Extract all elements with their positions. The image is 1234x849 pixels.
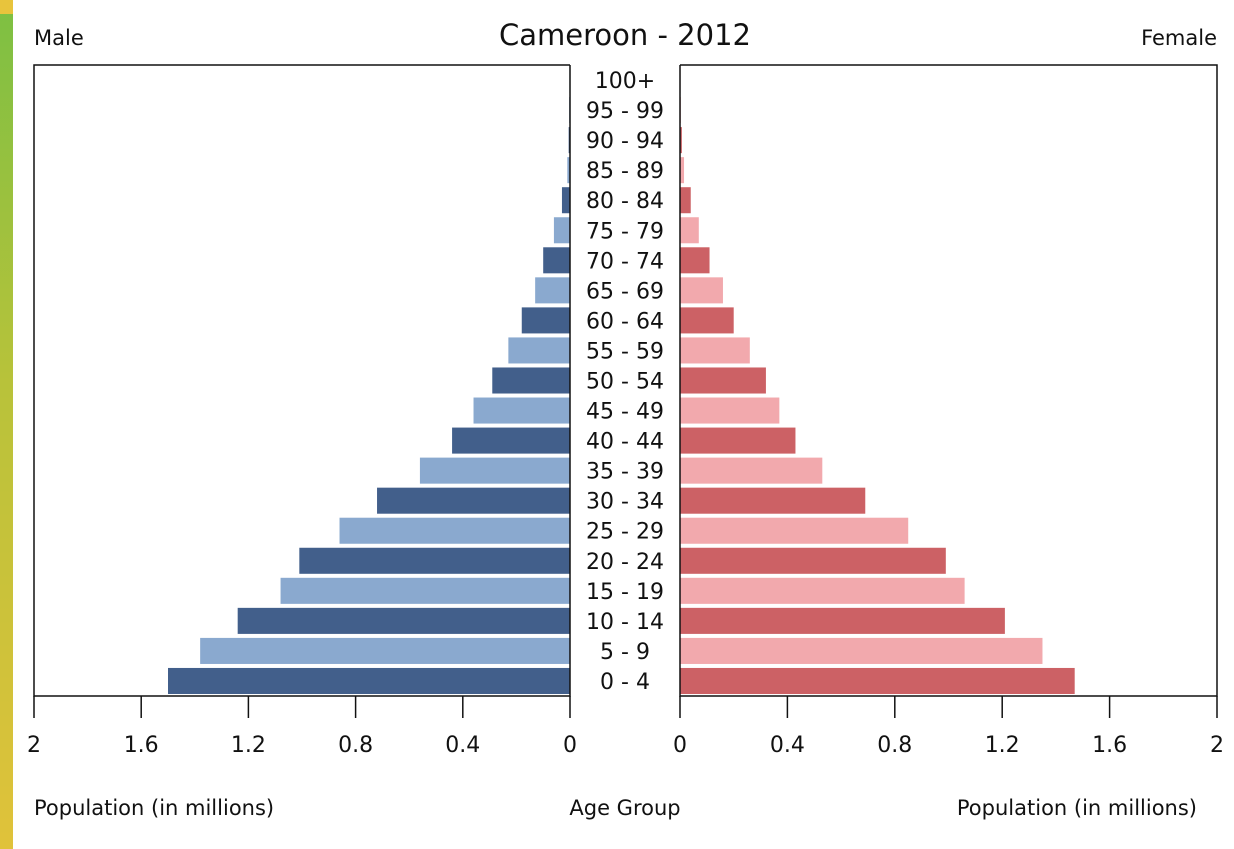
- age-group-label: 95 - 99: [586, 99, 664, 124]
- age-group-label: 85 - 89: [586, 159, 664, 184]
- female-bar: [680, 307, 734, 333]
- male-bar: [474, 398, 570, 424]
- population-pyramid-chart: 0 - 4 5 - 9 10 - 14 15 - 19 20 - 24 25 - 29 30…: [13, 0, 1234, 849]
- male-bar: [168, 668, 570, 694]
- male-bar: [299, 548, 570, 574]
- female-bar: [680, 187, 691, 213]
- x-tick-label: 0: [673, 733, 687, 758]
- female-bar: [680, 428, 795, 454]
- x-tick-label: 0.8: [338, 733, 373, 758]
- male-bar: [377, 488, 570, 514]
- male-bar: [452, 428, 570, 454]
- age-group-label: 35 - 39: [586, 460, 664, 485]
- age-group-label: 15 - 19: [586, 580, 664, 605]
- x-tick-label: 1.2: [985, 733, 1020, 758]
- age-group-label: 50 - 54: [586, 370, 664, 395]
- female-label: Female: [1141, 26, 1217, 50]
- age-group-label: 5 - 9: [600, 640, 650, 665]
- male-bar: [238, 608, 570, 634]
- female-bar: [680, 488, 865, 514]
- x-tick-label: 0.4: [445, 733, 480, 758]
- age-group-label: 40 - 44: [586, 430, 664, 455]
- female-bar: [680, 578, 965, 604]
- age-group-label: 20 - 24: [586, 550, 664, 575]
- male-bar: [420, 458, 570, 484]
- age-group-label: 30 - 34: [586, 490, 664, 515]
- x-tick-label: 1.6: [1092, 733, 1127, 758]
- male-bar: [562, 187, 570, 213]
- x-axis-label-male: Population (in millions): [34, 796, 274, 820]
- male-bar: [281, 578, 570, 604]
- male-bar: [340, 518, 570, 544]
- female-bar: [680, 608, 1005, 634]
- age-group-label: 80 - 84: [586, 189, 664, 214]
- female-bar: [680, 668, 1075, 694]
- age-group-label: 75 - 79: [586, 219, 664, 244]
- age-group-label: 65 - 69: [586, 279, 664, 304]
- female-bar: [680, 458, 822, 484]
- female-bar: [680, 638, 1042, 664]
- female-bar: [680, 398, 779, 424]
- male-bar: [200, 638, 570, 664]
- male-bar: [543, 247, 570, 273]
- age-group-label: 70 - 74: [586, 249, 664, 274]
- male-bar: [554, 217, 570, 243]
- x-tick-label: 1.6: [124, 733, 159, 758]
- female-bar: [680, 247, 710, 273]
- age-group-label: 100+: [595, 69, 655, 94]
- female-bar: [680, 548, 946, 574]
- age-group-label: 25 - 29: [586, 520, 664, 545]
- age-group-label: 0 - 4: [600, 670, 650, 695]
- age-group-label: 55 - 59: [586, 339, 664, 364]
- x-tick-label: 0.4: [770, 733, 805, 758]
- female-bar: [680, 277, 723, 303]
- age-group-label: 90 - 94: [586, 129, 664, 154]
- age-group-label: 60 - 64: [586, 309, 664, 334]
- female-bar: [680, 217, 699, 243]
- female-bar: [680, 518, 908, 544]
- male-bar: [492, 367, 570, 393]
- chart-title: Cameroon - 2012: [499, 18, 751, 52]
- male-bar: [508, 337, 570, 363]
- x-axis-label-female: Population (in millions): [957, 796, 1197, 820]
- x-axis-label-age-group: Age Group: [569, 796, 680, 820]
- male-bar: [535, 277, 570, 303]
- male-label: Male: [34, 26, 84, 50]
- x-tick-label: 2: [1210, 733, 1224, 758]
- x-tick-label: 0: [563, 733, 577, 758]
- x-tick-label: 1.2: [231, 733, 266, 758]
- x-tick-label: 0.8: [877, 733, 912, 758]
- female-bar: [680, 367, 766, 393]
- male-bar: [522, 307, 570, 333]
- chart-panel: 0 - 4 5 - 9 10 - 14 15 - 19 20 - 24 25 - 29 30…: [13, 0, 1234, 849]
- female-bar: [680, 337, 750, 363]
- age-group-label: 45 - 49: [586, 400, 664, 425]
- age-group-label: 10 - 14: [586, 610, 664, 635]
- x-tick-label: 2: [27, 733, 41, 758]
